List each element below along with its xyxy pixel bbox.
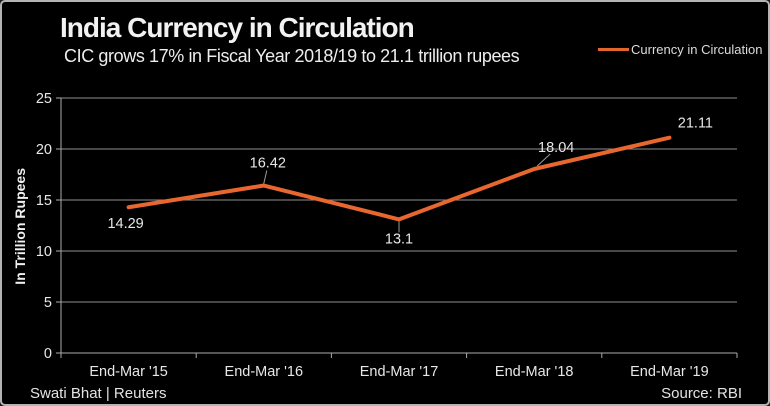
series-line-currency-in-circulation <box>126 135 672 222</box>
chart-legend: Currency in Circulation <box>598 42 763 57</box>
y-tick-label: 10 <box>36 244 52 260</box>
y-tick-label: 5 <box>44 295 52 311</box>
legend-series-label: Currency in Circulation <box>631 42 763 57</box>
label-leader-line <box>536 153 551 167</box>
legend-line-swatch-icon <box>598 48 629 51</box>
x-tick-label: End-Mar '15 <box>89 364 168 380</box>
chart-title: India Currency in Circulation <box>60 12 415 43</box>
data-point-label: 18.04 <box>538 140 574 156</box>
data-point-label: 21.11 <box>678 116 713 132</box>
source-attribution: Source: RBI <box>661 385 742 402</box>
label-leader-line <box>263 170 268 184</box>
y-tick-label: 25 <box>36 91 52 107</box>
y-tick-label: 0 <box>44 346 52 362</box>
byline-credit: Swati Bhat | Reuters <box>30 385 167 402</box>
x-tick-label: End-Mar '16 <box>225 364 304 380</box>
data-point-label: 13.1 <box>385 231 413 247</box>
data-point-label: 14.29 <box>107 216 143 232</box>
y-tick-label: 15 <box>36 193 52 209</box>
data-point-label: 16.42 <box>250 156 286 172</box>
chart-subtitle: CIC grows 17% in Fiscal Year 2018/19 to … <box>64 46 520 66</box>
x-tick-label: End-Mar '18 <box>495 364 574 380</box>
x-tick-label: End-Mar '19 <box>630 364 709 380</box>
x-tick-label: End-Mar '17 <box>360 364 439 380</box>
y-tick-label: 20 <box>36 142 52 158</box>
